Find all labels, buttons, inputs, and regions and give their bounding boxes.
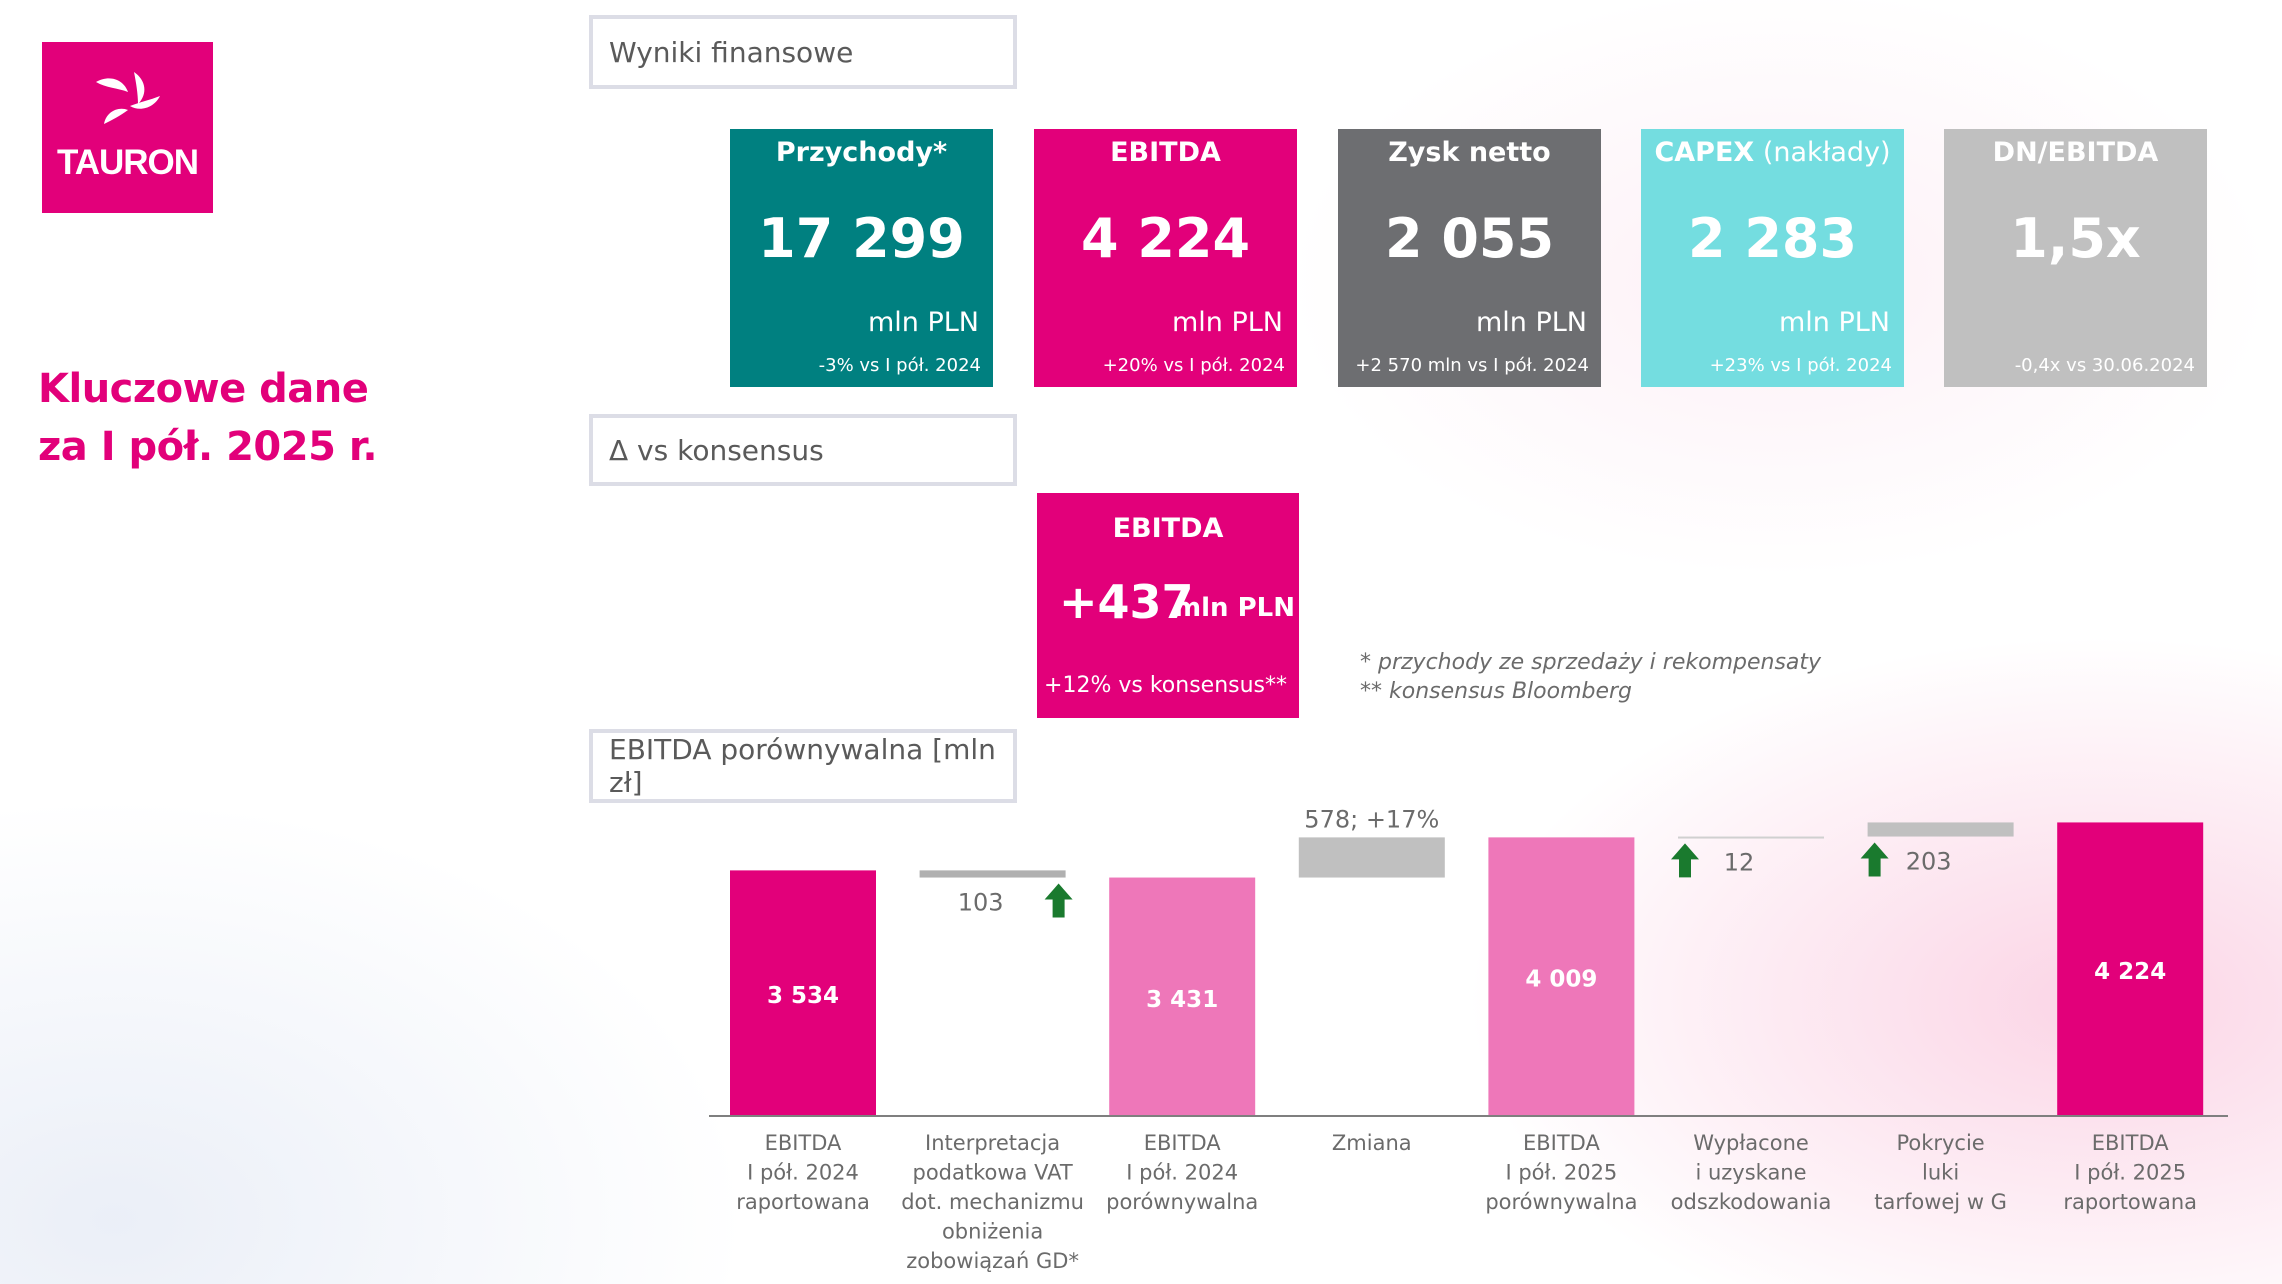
waterfall-bar-step [1867,822,2014,837]
waterfall-bar-total [1109,877,1256,1116]
kpi-value: 4 224 [1080,207,1251,270]
kpi-revenue: Przychody* 17 299 mln PLN -3% vs I pół. … [730,129,993,387]
kpi-delta: +23% vs I pół. 2024 [1709,355,1892,376]
consensus-title: EBITDA [1112,513,1224,544]
logo-text: TAURON [56,143,199,182]
category-label: Interpretacja podatkowa VAT dot. mechanizm… [901,1131,1084,1273]
kpi-delta: -0,4x vs 30.06.2024 [2014,355,2195,376]
bar-value-label: 3 431 [1146,987,1218,1013]
category-label: EBITDA I pół. 2025 raportowana [2063,1131,2197,1214]
section-ebitda-chart: EBITDA porównywalna [mln zł] [589,729,1017,803]
category-label: EBITDA I pół. 2025 porównywalna [1485,1131,1637,1214]
waterfall-bar-total [2057,822,2204,1116]
kpi-delta: +20% vs I pół. 2024 [1102,355,1285,376]
waterfall-bar-step [1678,836,1824,839]
kpi-value: 2 055 [1384,207,1555,270]
waterfall-bar-total [730,870,876,1116]
kpi-unit: mln PLN [867,307,979,338]
category-label: Zmiana [1332,1131,1412,1155]
kpi-title: CAPEX (nakłady) [1654,137,1891,168]
category-label: Wypłacone i uzyskane odszkodowania [1671,1131,1832,1214]
kpi-ebitda: EBITDA 4 224 mln PLN +20% vs I pół. 2024 [1034,129,1297,387]
kpi-unit: mln PLN [1475,307,1587,338]
section-consensus: Δ vs konsensus [589,414,1017,486]
tauron-star-icon [96,72,160,124]
consensus-value: +437 [1059,575,1194,629]
waterfall-bar-total [1488,837,1635,1116]
kpi-delta: -3% vs I pół. 2024 [818,355,981,376]
footnotes: * przychody ze sprzedaży i rekompensaty … [1360,648,1821,706]
kpi-title: Zysk netto [1388,137,1551,168]
increase-arrow-icon [1044,883,1073,918]
category-label: Pokrycie luki tarfowej w G [1874,1131,2007,1214]
increase-arrow-icon [1860,842,1889,877]
consensus-delta: +12% vs konsensus** [1044,673,1287,698]
tauron-logo: TAURON [42,42,213,213]
consensus-unit: mln PLN [1174,593,1295,623]
kpi-net-debt-ebitda: DN/EBITDA 1,5x -0,4x vs 30.06.2024 [1944,129,2207,387]
kpi-net-profit: Zysk netto 2 055 mln PLN +2 570 mln vs I… [1338,129,1601,387]
bar-step-label: 203 [1906,848,1952,876]
kpi-value: 1,5x [2010,207,2141,270]
kpi-unit: mln PLN [1778,307,1890,338]
section-financial-results: Wyniki finansowe [589,15,1017,89]
footnote-revenue: * przychody ze sprzedaży i rekompensaty [1360,650,1822,675]
increase-arrow-icon [1671,843,1699,878]
kpi-unit: mln PLN [1171,307,1283,338]
footnote-consensus: ** konsensus Bloomberg [1360,679,1633,704]
bar-value-label: 4 009 [1525,967,1597,993]
kpi-capex: CAPEX (nakłady) 2 283 mln PLN +23% vs I … [1641,129,1904,387]
kpi-title: EBITDA [1110,137,1221,168]
page-title: Kluczowe dane za I pół. 2025 r. [38,366,378,470]
kpi-title: DN/EBITDA [1992,137,2159,168]
bar-step-label: 103 [958,889,1004,917]
kpi-value: 17 299 [758,207,965,270]
waterfall-bar-step [919,870,1066,878]
category-label: EBITDA I pół. 2024 raportowana [736,1131,870,1214]
consensus-tile: EBITDA +437 mln PLN +12% vs konsensus** [1037,493,1299,718]
kpi-delta: +2 570 mln vs I pół. 2024 [1355,355,1589,376]
kpi-value: 2 283 [1687,207,1858,270]
waterfall-bar-step [1298,837,1445,878]
bar-value-label: 4 224 [2094,959,2166,985]
kpi-title: Przychody* [775,137,948,168]
bar-step-label: 12 [1724,848,1755,876]
bar-step-label: 578; +17% [1304,805,1439,833]
category-label: EBITDA I pół. 2024 porównywalna [1106,1131,1258,1214]
bar-value-label: 3 534 [767,983,839,1009]
